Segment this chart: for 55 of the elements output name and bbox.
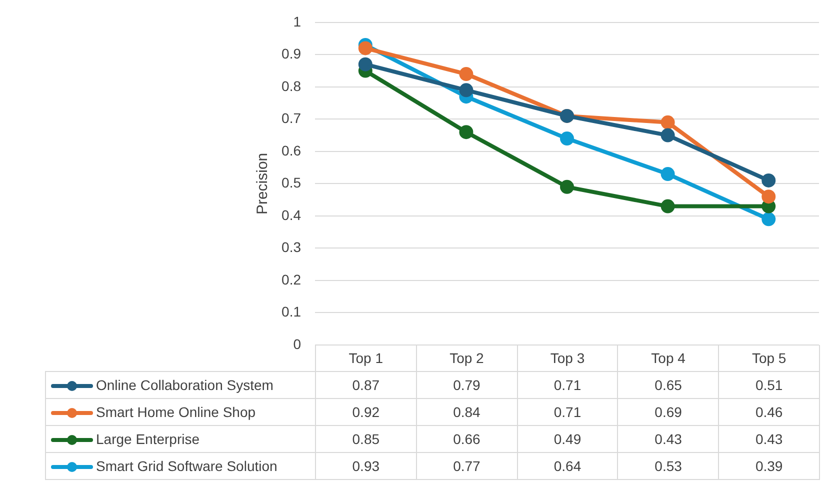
y-tick-label: 0 <box>293 336 302 352</box>
legend-label: Large Enterprise <box>46 426 316 452</box>
y-tick-label: 0.7 <box>282 110 302 126</box>
legend-label: Online Collaboration System <box>46 372 316 398</box>
data-label: 0.92 <box>316 398 416 426</box>
point <box>660 128 675 142</box>
point <box>459 83 474 98</box>
y-tick-label: 0.3 <box>282 239 302 256</box>
point <box>358 57 372 72</box>
y-tick-label: 0.5 <box>282 174 302 191</box>
point <box>358 41 372 56</box>
x-tick-label: Top 4 <box>618 345 719 372</box>
point <box>459 67 474 82</box>
legend-label: Smart Grid Software Solution <box>46 452 316 480</box>
data-label: 0.49 <box>517 426 618 452</box>
data-label: 0.39 <box>718 452 820 480</box>
y-tick-label: 0.9 <box>282 46 302 62</box>
data-label: 0.69 <box>618 398 719 426</box>
data-label: 0.66 <box>416 426 518 452</box>
x-tick-label: Top 2 <box>416 345 518 372</box>
data-label: 0.77 <box>416 452 518 480</box>
data-label: 0.43 <box>618 426 719 452</box>
x-tick-label: Top 1 <box>316 345 416 372</box>
point <box>560 132 574 146</box>
data-label: 0.64 <box>517 452 618 480</box>
point <box>660 199 675 214</box>
y-tick-label: 0.6 <box>282 142 302 158</box>
data-label: 0.71 <box>517 398 618 426</box>
point <box>459 125 474 140</box>
data-label: 0.71 <box>517 372 618 398</box>
y-tick-label: 0.8 <box>282 78 302 94</box>
point <box>762 212 776 226</box>
data-label: 0.65 <box>618 372 719 398</box>
y-tick-label: 0.4 <box>282 206 302 223</box>
y-tick-label: 1 <box>293 13 302 30</box>
data-label: 0.93 <box>316 452 416 480</box>
point <box>762 190 776 204</box>
x-tick-label: Top 5 <box>718 345 820 372</box>
x-tick-label: Top 3 <box>517 345 618 372</box>
y-tick-label: 0.2 <box>282 271 302 288</box>
data-label: 0.53 <box>618 452 719 480</box>
data-label: 0.43 <box>718 426 820 452</box>
data-label: 0.85 <box>316 426 416 452</box>
data-label: 0.87 <box>316 372 416 398</box>
point <box>660 167 675 182</box>
point <box>762 173 776 188</box>
data-label: 0.84 <box>416 398 518 426</box>
y-axis-title: Precision <box>254 152 272 215</box>
legend-label: Smart Home Online Shop <box>46 398 316 426</box>
point <box>560 180 574 194</box>
y-tick-label: 0.1 <box>282 304 302 320</box>
data-label: 0.46 <box>718 398 820 426</box>
data-label: 0.51 <box>718 372 820 398</box>
data-label: 0.79 <box>416 372 518 398</box>
point <box>660 115 675 130</box>
